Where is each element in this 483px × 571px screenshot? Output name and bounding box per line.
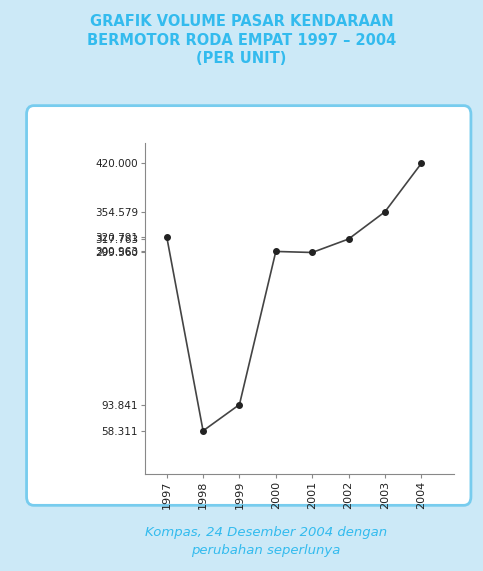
Text: GRAFIK VOLUME PASAR KENDARAAN
BERMOTOR RODA EMPAT 1997 – 2004
(PER UNIT): GRAFIK VOLUME PASAR KENDARAAN BERMOTOR R… [87,14,396,66]
Text: Kompas, 24 Desember 2004 dengan
perubahan seperlunya: Kompas, 24 Desember 2004 dengan perubaha… [144,526,387,557]
